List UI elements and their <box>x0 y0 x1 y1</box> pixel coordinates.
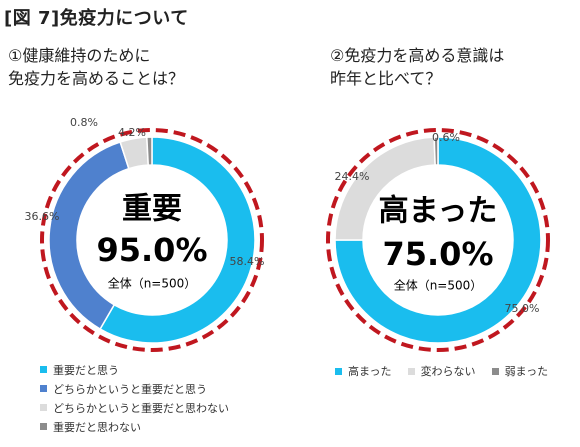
legend-swatch <box>491 367 499 375</box>
legend-item-3: どちらかというと重要だと思わない <box>40 398 229 417</box>
center-sub-text: 全体（n=500） <box>108 276 197 291</box>
slice-3 <box>433 136 439 166</box>
legend-label: どちらかというと重要だと思わない <box>53 401 229 415</box>
legend-label: 重要だと思わない <box>53 420 141 434</box>
chart2-title: ②免疫力を高める意識は 昨年と比べて？ <box>330 44 580 90</box>
slice-1 <box>334 136 542 344</box>
chart2-title-line2: 昨年と比べて？ <box>330 69 442 88</box>
legend-swatch <box>40 423 47 430</box>
legend-item-2: どちらかというと重要だと思う <box>40 379 229 398</box>
legend-item-1: 重要だと思う <box>40 360 229 379</box>
data-label-4: 0.8% <box>70 116 98 129</box>
chart2-title-line1: ②免疫力を高める意識は <box>330 46 505 65</box>
legend-swatch <box>40 404 47 411</box>
data-label-2: 36.6% <box>25 210 60 223</box>
legend-item-3: 弱まった <box>491 363 549 379</box>
legend-item-2: 変わらない <box>407 363 476 379</box>
highlight-dashed-circle <box>40 128 264 352</box>
center-sub-text: 全体（n=500） <box>394 278 483 293</box>
legend-swatch <box>335 367 342 375</box>
center-main-text: 重要 <box>122 192 182 227</box>
legend-label: 高まった <box>348 365 392 378</box>
legend-item-1: 高まった <box>335 363 392 379</box>
legend-swatch <box>40 385 47 392</box>
chart1-title: ①健康維持のために 免疫力を高めることは？ <box>8 44 268 90</box>
donut-chart-2: 75.0% 24.4% 0.6% 高まった 75.0% 全体（n=500） <box>326 128 550 352</box>
legend-label: 変わらない <box>420 365 476 378</box>
legend-swatch <box>407 367 415 375</box>
legend-label: 弱まった <box>504 365 549 378</box>
data-label-3: 0.6% <box>432 131 460 144</box>
slice-1 <box>99 136 256 344</box>
data-label-1: 75.0% <box>505 302 540 315</box>
legend-label: どちらかというと重要だと思う <box>53 382 207 396</box>
slice-4 <box>146 136 153 166</box>
data-label-3: 4.2% <box>118 126 146 139</box>
chart1-title-line1: ①健康維持のために <box>8 46 151 65</box>
chart2-legend: 高まった 変わらない 弱まった <box>335 363 548 379</box>
legend-swatch <box>40 366 47 373</box>
legend-label: 重要だと思う <box>53 363 119 377</box>
chart1-legend: 重要だと思うどちらかというと重要だと思うどちらかというと重要だと思わない 重要だと… <box>40 360 229 436</box>
center-main-text: 高まった <box>379 194 498 229</box>
highlight-dashed-circle <box>326 128 550 352</box>
center-value-text: 95.0% <box>96 231 207 269</box>
data-label-1: 58.4% <box>230 255 265 268</box>
donut-chart-1: 58.4% 36.6% 4.2% 0.8% 重要 95.0% 全体（n=500） <box>25 116 265 352</box>
center-value-text: 75.0% <box>382 235 493 273</box>
figure-title: [図 7]免疫力について <box>4 8 189 29</box>
slice-2 <box>48 141 130 331</box>
data-label-2: 24.4% <box>335 170 370 183</box>
chart1-title-line2: 免疫力を高めることは？ <box>8 69 185 88</box>
legend-item-4: 重要だと思わない <box>40 417 229 436</box>
